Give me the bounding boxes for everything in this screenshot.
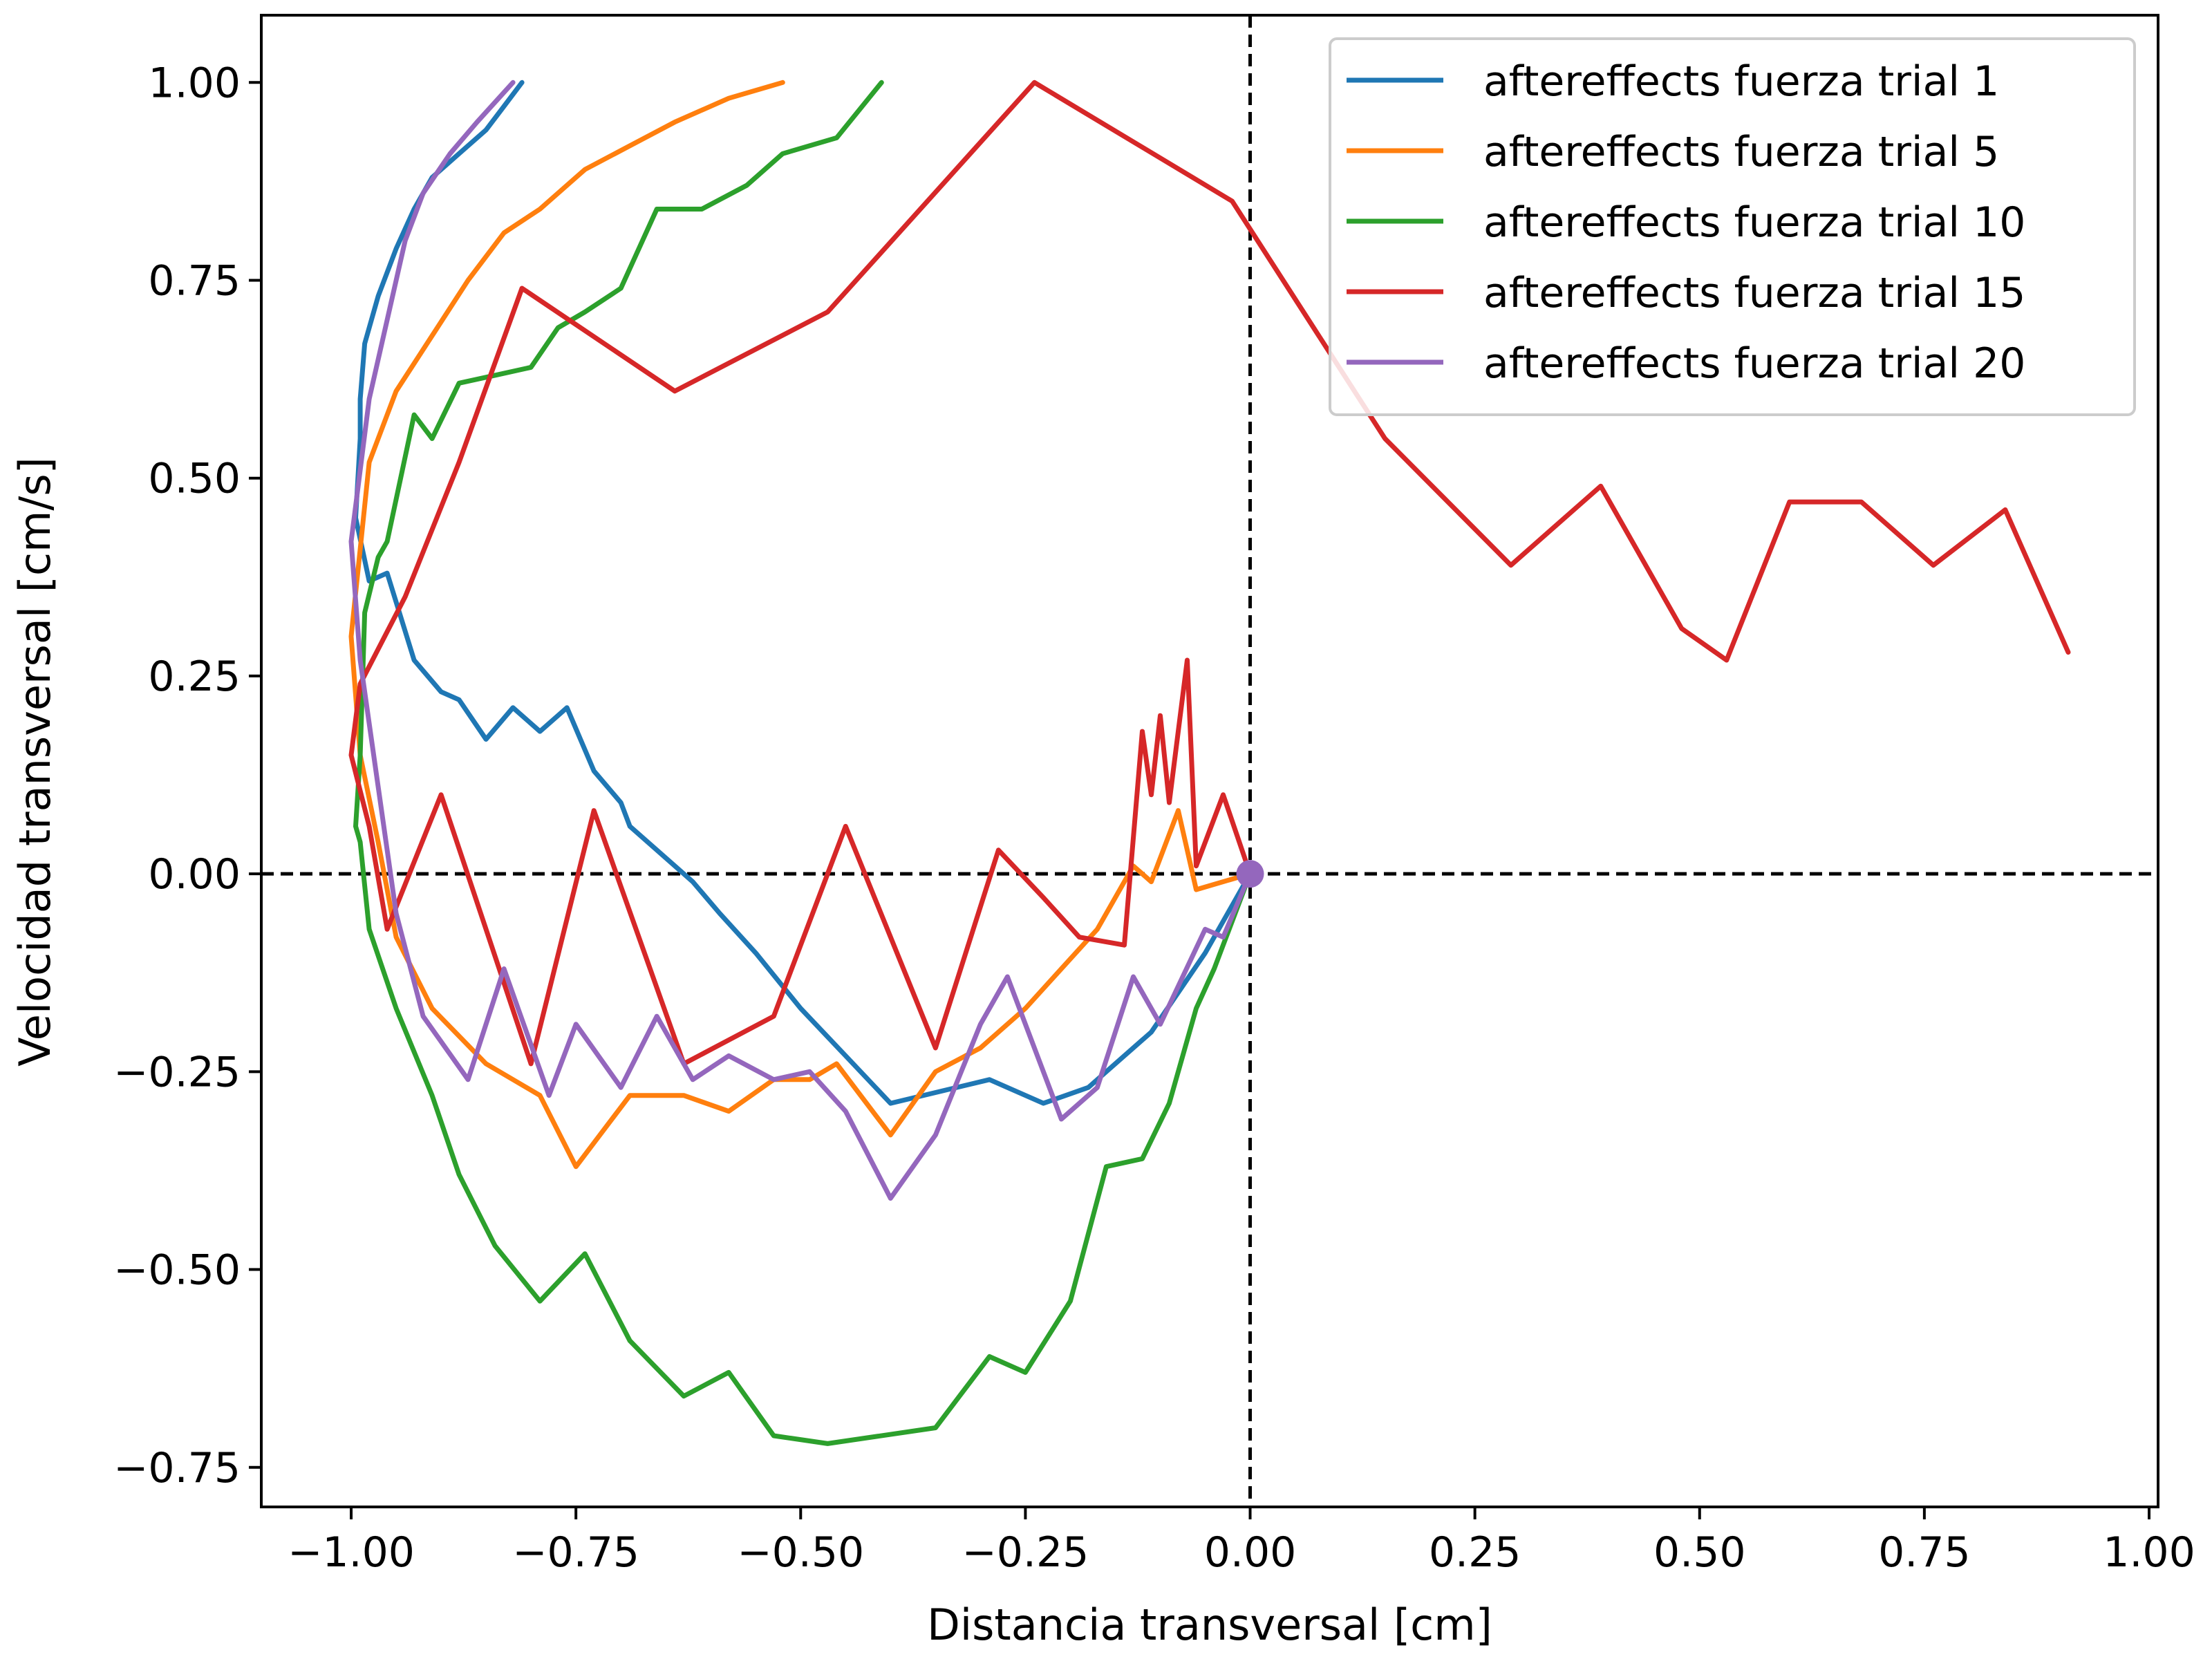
- y-tick-label: 0.00: [148, 850, 241, 899]
- x-axis: −1.00 −0.75 −0.50 −0.25 0.00 0.25 0.50 0.75 1.00: [288, 1507, 2195, 1577]
- y-axis: −0.75 −0.50 −0.25 0.00 0.25 0.50 0.75 1.00: [113, 59, 261, 1492]
- plot-frame: [260, 14, 2159, 1508]
- x-tick-label: −0.50: [737, 1528, 864, 1577]
- x-axis-title: Distancia transversal [cm]: [927, 1600, 1492, 1650]
- legend: aftereffects fuerza trial 1 aftereffects …: [1329, 37, 2136, 416]
- legend-label: aftereffects fuerza trial 10: [1483, 198, 2025, 247]
- marker-layer: [1236, 860, 1264, 888]
- y-tick-label: 0.75: [148, 257, 241, 306]
- x-tick-label: −1.00: [288, 1528, 415, 1577]
- x-tick-label: 0.00: [1204, 1528, 1297, 1577]
- x-tick-label: 0.75: [1878, 1528, 1971, 1577]
- y-tick-label: −0.75: [113, 1444, 241, 1492]
- series-line-trial-3: [353, 79, 1253, 1446]
- legend-label: aftereffects fuerza trial 1: [1483, 57, 1999, 106]
- y-axis-title: Velocidad transversal [cm/s]: [10, 457, 60, 1067]
- y-tick-label: 0.50: [148, 455, 241, 503]
- series-line-trial-1: [353, 79, 1253, 1106]
- y-tick-label: −0.25: [113, 1048, 241, 1096]
- legend-label: aftereffects fuerza trial 20: [1483, 339, 2025, 388]
- series-line-trial-5: [348, 79, 1253, 1201]
- y-tick-label: 0.25: [148, 653, 241, 701]
- series-line-trial-2: [348, 79, 1253, 1170]
- x-tick-label: 0.25: [1429, 1528, 1521, 1577]
- x-tick-label: −0.25: [962, 1528, 1089, 1577]
- x-tick-label: 0.50: [1653, 1528, 1746, 1577]
- series-line-trial-4: [348, 79, 2071, 1067]
- y-tick-label: −0.50: [113, 1246, 241, 1295]
- series-layer: [348, 79, 2071, 1446]
- x-tick-label: −0.75: [512, 1528, 639, 1577]
- legend-label: aftereffects fuerza trial 15: [1483, 269, 2025, 317]
- x-tick-label: 1.00: [2103, 1528, 2195, 1577]
- y-tick-label: 1.00: [148, 59, 241, 107]
- origin-marker: [1236, 860, 1264, 888]
- legend-box: [1329, 37, 2136, 416]
- legend-label: aftereffects fuerza trial 5: [1483, 128, 1999, 176]
